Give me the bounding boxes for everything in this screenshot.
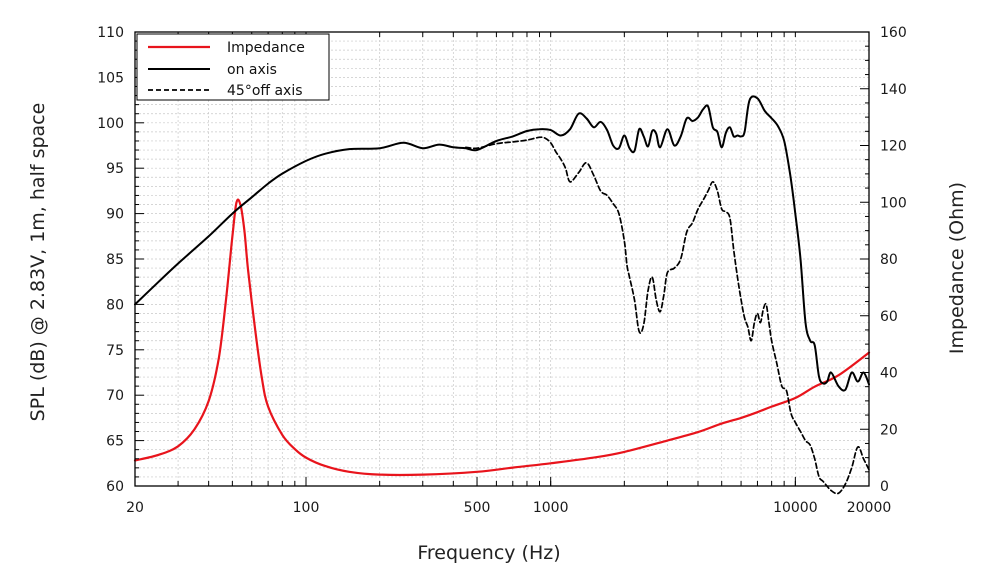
y-tick-label: 110 xyxy=(97,25,124,41)
y2-tick-label: 40 xyxy=(880,366,898,382)
legend-label-on-axis: on axis xyxy=(227,62,277,78)
y2-tick-label: 140 xyxy=(880,82,907,98)
legend-box xyxy=(136,33,330,101)
tick-labels: 20 100 500 1000 10000 20000606570758085909510… xyxy=(97,25,906,516)
legend-label-off-axis: 45°off axis xyxy=(227,83,303,99)
series-line-on-axis xyxy=(134,95,870,392)
y-tick-label: 85 xyxy=(106,252,124,268)
y2-tick-label: 20 xyxy=(880,422,898,438)
y-tick-label: 70 xyxy=(106,388,124,404)
x-tick-label: 20 xyxy=(126,500,144,516)
x-tick-label: 10000 xyxy=(773,500,818,516)
y-tick-label: 80 xyxy=(106,297,124,313)
legend: Impedance on axis 45°off axis xyxy=(136,33,330,101)
y2-tick-label: 80 xyxy=(880,252,898,268)
y2-tick-label: 160 xyxy=(880,25,907,41)
y2-tick-label: 0 xyxy=(880,479,889,495)
legend-label-impedance: Impedance xyxy=(227,40,305,56)
y2-tick-label: 60 xyxy=(880,309,898,325)
y-tick-label: 75 xyxy=(106,343,124,359)
series-line-45-off-axis xyxy=(464,136,870,495)
x-axis-label: Frequency (Hz) xyxy=(417,542,560,564)
series-line-impedance xyxy=(133,198,871,477)
y-tick-label: 95 xyxy=(106,161,124,177)
y-tick-label: 60 xyxy=(106,479,124,495)
y2-axis-label: Impedance (Ohm) xyxy=(946,182,968,354)
y-tick-label: 90 xyxy=(106,207,124,223)
x-tick-label: 1000 xyxy=(533,500,569,516)
y-tick-label: 105 xyxy=(97,70,124,86)
y-tick-label: 100 xyxy=(97,116,124,132)
y2-tick-label: 100 xyxy=(880,195,907,211)
y-axis-label: SPL (dB) @ 2.83V, 1m, half space xyxy=(27,103,49,422)
series-layer xyxy=(133,95,871,495)
x-tick-label: 100 xyxy=(293,500,320,516)
x-tick-label: 20000 xyxy=(847,500,892,516)
y-tick-label: 65 xyxy=(106,434,124,450)
x-tick-label: 500 xyxy=(464,500,491,516)
y2-tick-label: 120 xyxy=(880,139,907,155)
